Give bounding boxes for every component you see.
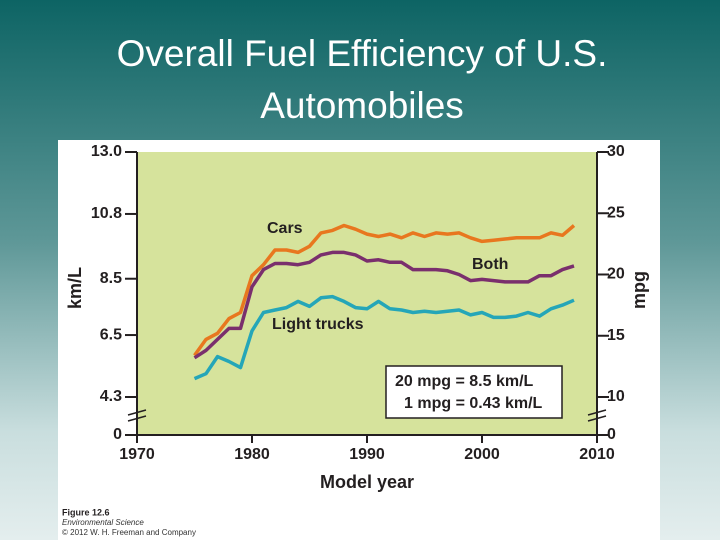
y2-tick-label: 30: [607, 143, 625, 160]
series-line: [193, 223, 576, 357]
axis-break: [127, 409, 607, 422]
book-title: Environmental Science: [62, 518, 144, 527]
x-tick-label: 2010: [579, 446, 615, 463]
y-tick-label: 4.3: [100, 388, 122, 405]
y2-tick-label: 15: [607, 327, 625, 344]
x-axis-label: Model year: [320, 472, 414, 492]
annotation: 20 mpg = 8.5 km/L: [395, 373, 534, 390]
y2-tick-label: 20: [607, 266, 625, 283]
break-mark: [127, 409, 147, 422]
conversion-box: [385, 365, 563, 419]
x-tick-label: 1990: [349, 446, 385, 463]
break-mark: [587, 409, 607, 422]
y2-tick-label: 0: [607, 426, 616, 443]
x-tick-label: 2000: [464, 446, 500, 463]
series-line: [193, 250, 575, 360]
y-tick-label: 0: [113, 426, 122, 443]
y-axis-label: km/L: [65, 267, 85, 309]
y-tick-label: 6.5: [100, 326, 122, 343]
y-tick-label: 8.5: [100, 270, 122, 287]
series-label: Light trucks: [272, 316, 364, 333]
y2-tick-label: 25: [607, 204, 625, 221]
x-tick-label: 1980: [234, 446, 270, 463]
series-line: [193, 294, 575, 381]
slide-title: Overall Fuel Efficiency of U.S. Automobi…: [116, 33, 608, 126]
series-label: Cars: [267, 220, 303, 237]
y2-tick-label: 10: [607, 388, 625, 405]
series-label: Both: [472, 256, 508, 273]
copyright: © 2012 W. H. Freeman and Company: [62, 528, 196, 537]
y-tick-label: 13.0: [91, 143, 122, 160]
figure-number: Figure 12.6: [62, 507, 110, 517]
y-tick-label: 10.8: [91, 205, 122, 222]
x-tick-label: 1970: [119, 446, 155, 463]
annotation: 1 mpg = 0.43 km/L: [404, 395, 543, 412]
y2-axis-label: mpg: [629, 271, 649, 309]
